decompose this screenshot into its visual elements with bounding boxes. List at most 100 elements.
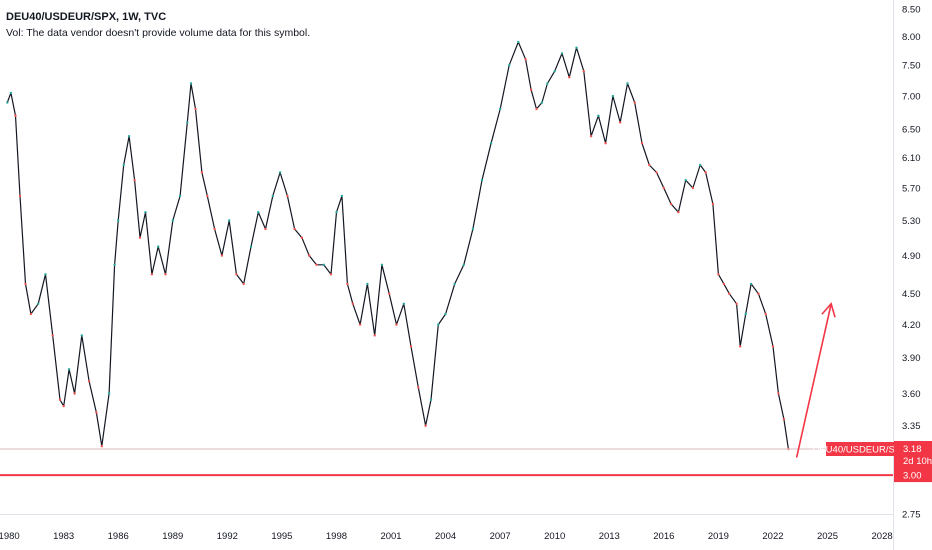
data-point[interactable] [535, 107, 538, 111]
data-point[interactable] [444, 312, 447, 316]
data-point[interactable] [524, 58, 527, 61]
data-point[interactable] [80, 334, 84, 337]
data-point[interactable] [150, 273, 154, 276]
data-point[interactable] [171, 219, 174, 222]
data-point[interactable] [589, 135, 593, 138]
data-point[interactable] [308, 254, 311, 257]
data-point[interactable] [560, 52, 564, 55]
data-point[interactable] [87, 380, 91, 383]
data-point[interactable] [728, 292, 731, 295]
data-point[interactable] [157, 245, 160, 248]
data-point[interactable] [757, 292, 760, 295]
data-point[interactable] [113, 263, 116, 266]
data-point[interactable] [340, 194, 344, 198]
data-point[interactable] [200, 171, 204, 174]
data-point[interactable] [271, 194, 274, 198]
data-point[interactable] [315, 263, 318, 266]
price-axis[interactable]: 8.50 8.00 7.50 7.00 6.50 6.10 5.70 5.30 4.90 4.50… [893, 0, 921, 550]
data-point[interactable] [37, 302, 40, 305]
data-point[interactable] [358, 323, 362, 326]
data-point[interactable] [264, 227, 267, 231]
data-point[interactable] [235, 273, 238, 276]
data-point[interactable] [722, 282, 726, 286]
data-point[interactable] [107, 392, 111, 395]
data-point[interactable] [453, 282, 456, 286]
data-point[interactable] [546, 82, 549, 85]
data-point[interactable] [100, 445, 104, 448]
data-point[interactable] [480, 179, 484, 182]
data-point[interactable] [242, 282, 245, 286]
data-point[interactable] [499, 107, 502, 111]
symbol-title[interactable]: DEU40/USDEUR/SPX, 1W, TVC [6, 11, 167, 23]
data-point[interactable] [777, 392, 780, 395]
data-point[interactable] [437, 323, 440, 326]
data-point[interactable] [462, 263, 465, 266]
data-point[interactable] [424, 424, 427, 427]
data-point[interactable] [351, 302, 354, 305]
data-point[interactable] [220, 254, 224, 257]
data-point[interactable] [322, 263, 325, 266]
data-point[interactable] [684, 179, 687, 182]
data-point[interactable] [44, 273, 47, 276]
data-point[interactable] [329, 273, 333, 276]
data-point[interactable] [568, 76, 571, 79]
data-point[interactable] [58, 398, 62, 401]
data-point[interactable] [597, 114, 600, 117]
data-point[interactable] [380, 263, 384, 266]
data-point[interactable] [300, 236, 304, 239]
time-axis[interactable]: 1980 1983 1986 1989 1992 1995 1998 2001 2004 2007… [0, 514, 893, 543]
data-point[interactable] [73, 392, 76, 395]
data-point[interactable] [9, 91, 13, 95]
data-point[interactable] [6, 101, 9, 104]
data-point[interactable] [749, 282, 753, 286]
data-point[interactable] [133, 179, 136, 182]
arrow-shaft[interactable] [795, 303, 832, 458]
data-point[interactable] [164, 273, 167, 276]
data-point[interactable] [489, 142, 493, 145]
arrow-annotation[interactable] [795, 302, 836, 458]
data-point[interactable] [18, 194, 22, 198]
data-point[interactable] [127, 135, 131, 138]
data-point[interactable] [677, 211, 680, 214]
data-point[interactable] [335, 211, 338, 214]
data-point[interactable] [529, 88, 533, 91]
price-series-line[interactable] [6, 41, 789, 450]
data-point[interactable] [633, 101, 636, 104]
data-point[interactable] [626, 82, 629, 85]
data-point[interactable] [138, 236, 142, 239]
data-point[interactable] [429, 398, 433, 401]
data-point[interactable] [648, 163, 651, 167]
data-point[interactable] [764, 312, 767, 316]
data-point[interactable] [286, 194, 289, 198]
data-point[interactable] [717, 273, 720, 276]
data-point[interactable] [29, 312, 33, 316]
data-point[interactable] [373, 334, 376, 337]
data-point[interactable] [51, 334, 54, 337]
data-point[interactable] [508, 63, 511, 67]
data-point[interactable] [417, 386, 420, 389]
data-point[interactable] [409, 345, 413, 348]
plot-area[interactable] [6, 40, 790, 451]
data-point[interactable] [194, 107, 197, 111]
data-point[interactable] [471, 227, 475, 231]
data-point[interactable] [67, 368, 71, 371]
data-point[interactable] [228, 219, 231, 222]
data-point[interactable] [611, 94, 615, 98]
data-point[interactable] [14, 114, 17, 117]
data-point[interactable] [278, 171, 282, 174]
data-point[interactable] [582, 70, 585, 73]
data-point[interactable] [24, 282, 27, 286]
data-point[interactable] [95, 411, 98, 414]
data-point[interactable] [62, 404, 65, 408]
data-point[interactable] [669, 202, 673, 206]
data-point[interactable] [186, 121, 189, 124]
arrow-head[interactable] [821, 302, 836, 318]
data-point[interactable] [249, 245, 253, 248]
data-point[interactable] [189, 82, 193, 85]
data-point[interactable] [619, 121, 622, 124]
data-point[interactable] [604, 142, 607, 145]
data-point[interactable] [395, 323, 398, 326]
data-point[interactable] [553, 70, 556, 73]
data-point[interactable] [782, 417, 786, 421]
